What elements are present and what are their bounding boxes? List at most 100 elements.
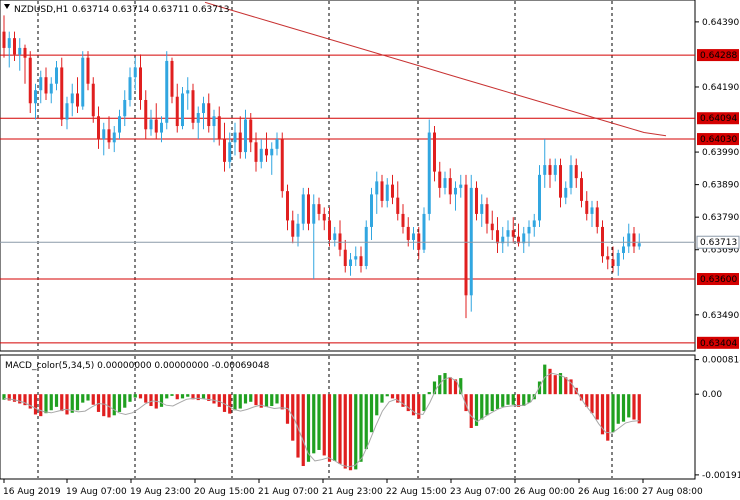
macd-bar-2 [12,394,17,402]
candle-body-92 [485,204,489,224]
macd-bar-3 [18,394,22,404]
candle-body-51 [270,148,274,156]
ohlc-label: 0.63714 0.63714 0.63711 0.63713 [72,5,229,15]
macd-bar-112 [590,394,594,414]
candle-body-90 [475,187,478,214]
candle-body-68 [359,256,363,266]
candle-body-119 [627,233,631,247]
candle-body-106 [559,165,562,198]
macd-bar-32 [170,394,174,396]
candle-body-115 [606,256,610,260]
macd-bar-13 [70,394,74,413]
macd-bar-97 [511,394,515,405]
level-tag-0-box [697,49,739,62]
candle-body-26 [139,67,142,100]
macd-bar-30 [159,394,164,407]
macd-tick-label-1: 0.00 [702,390,722,400]
macd-bar-79 [417,394,421,419]
candle-body-73 [385,184,389,201]
level-tag-3-box [697,273,739,286]
macd-bar-45 [238,394,242,409]
time-label-2: 19 Aug 23:00 [130,487,191,497]
macd-bar-93 [490,394,494,412]
candle-body-0 [2,31,6,48]
time-label-9: 26 Aug 16:00 [578,487,639,497]
candle-body-113 [595,207,599,227]
level-tag-0-label: 0.64288 [700,51,737,61]
candle-body-8 [44,77,48,94]
candle-body-2 [13,38,16,55]
candle-body-55 [291,220,295,237]
macd-bar-99 [522,394,526,407]
current-price-tag-label: 0.63713 [700,238,737,248]
candle-body-14 [76,93,79,107]
candle-body-46 [244,119,247,153]
candle-body-27 [144,99,148,130]
candle-body-25 [133,67,137,78]
macd-bar-53 [280,394,284,410]
macd-bar-88 [464,394,468,412]
candle-body-58 [307,194,310,224]
main-pane-frame [0,0,696,352]
macd-bar-66 [348,394,353,471]
candle-body-97 [511,230,515,237]
macd-bar-21 [112,394,116,416]
macd-bar-39 [207,394,211,401]
macd-bar-28 [149,394,153,407]
macd-bar-27 [144,394,148,403]
macd-bar-68 [359,394,363,462]
candle-body-69 [364,226,368,266]
candle-body-30 [160,122,163,133]
macd-bar-49 [259,394,263,408]
macd-bar-34 [180,394,185,399]
candle-body-110 [580,178,583,201]
price-tick-label-2: 0.63990 [702,148,739,158]
candle-body-81 [427,132,431,214]
candle-body-39 [207,103,211,127]
macd-bar-71 [375,394,379,416]
candle-body-116 [611,259,615,266]
time-axis: 16 Aug 2019 19 Aug 07:00 19 Aug 23:00 20 Au… [3,479,703,497]
macd-bar-116 [611,394,615,433]
candle-body-28 [149,119,153,130]
macd-bar-62 [327,394,332,462]
macd-bar-47 [249,394,253,402]
macd-bar-77 [406,394,410,412]
candle-body-17 [91,83,95,117]
macd-bar-31 [165,394,169,399]
candle-body-41 [217,116,221,140]
candle-body-82 [433,132,436,172]
macd-bar-57 [301,394,305,467]
macd-tick-label-2: -0.001910 [702,471,740,481]
price-tick-label-1: 0.64190 [702,83,739,93]
macd-bar-51 [270,394,274,407]
macd-bar-65 [343,394,347,469]
candle-body-86 [454,187,457,195]
candle-body-61 [322,213,326,221]
macd-bar-108 [569,379,573,395]
time-label-0: 16 Aug 2019 [3,487,61,497]
candle-body-112 [590,207,594,214]
macd-bar-44 [233,394,237,411]
candle-body-37 [196,113,200,123]
macd-bar-4 [23,394,27,406]
candle-body-43 [228,142,232,162]
candle-body-29 [154,119,158,133]
candle-body-52 [275,139,279,149]
level-tag-4-label: 0.63404 [700,339,737,349]
candle-body-100 [527,226,531,234]
candle-body-42 [223,139,226,162]
symbol-arrow-icon [4,4,10,9]
candle-body-1 [7,38,11,48]
candle-body-77 [406,226,410,240]
macd-bar-100 [527,394,531,403]
macd-bar-54 [285,394,290,424]
macd-bar-20 [107,394,111,418]
macd-bar-6 [33,394,38,415]
candle-body-108 [569,165,573,188]
macd-bar-70 [369,394,374,433]
macd-bar-52 [275,394,279,404]
macd-bar-74 [390,394,395,399]
